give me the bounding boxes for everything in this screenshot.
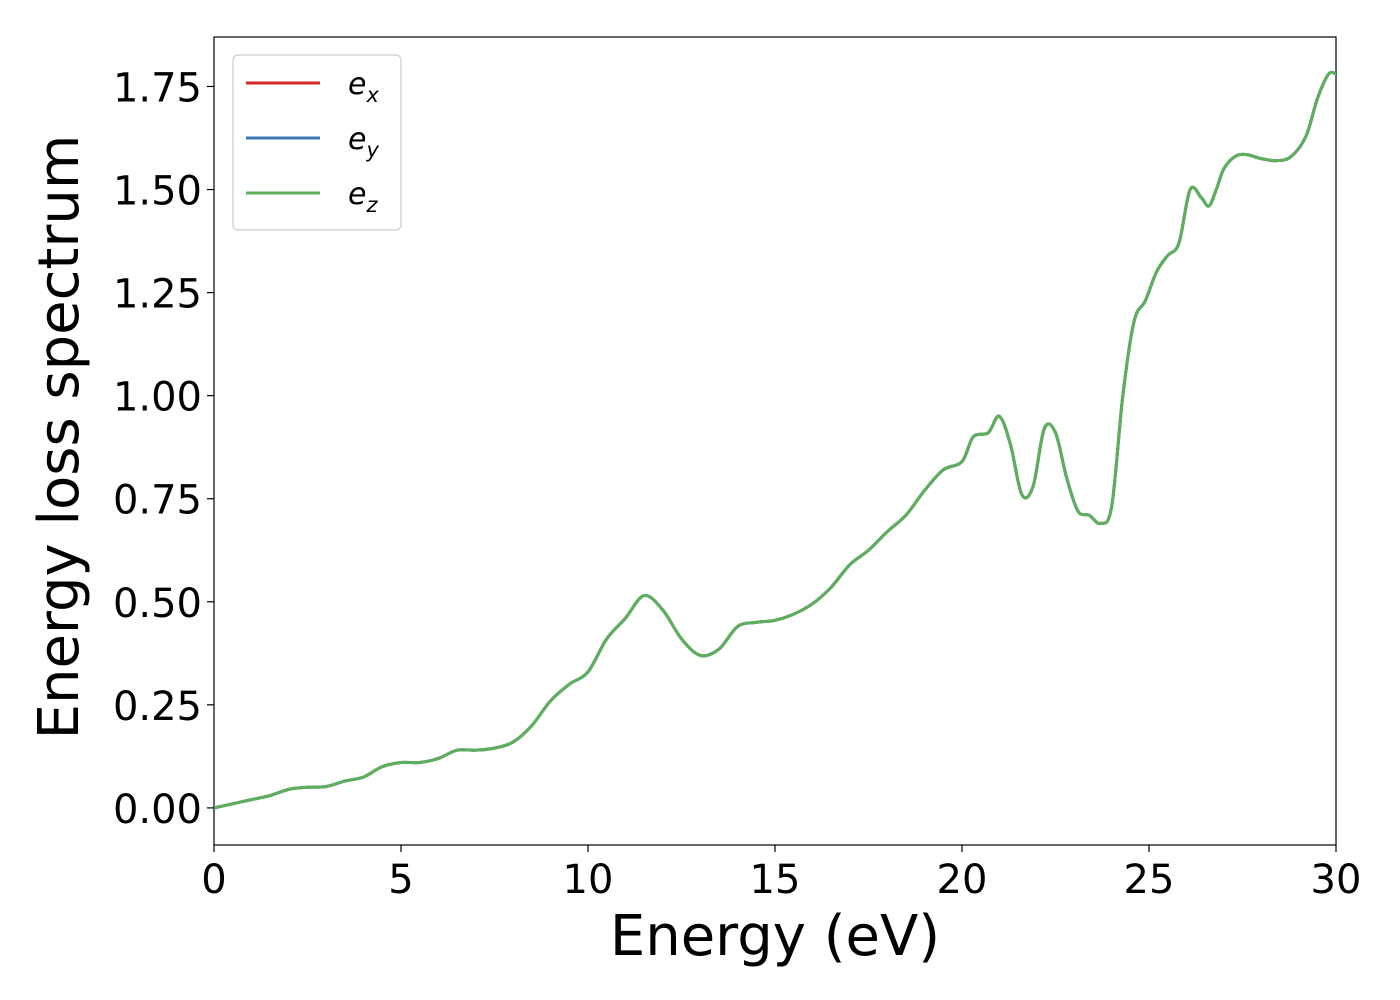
x-tick-label: 5 [388, 857, 413, 903]
x-axis: 0 5 10 15 20 25 30 [201, 845, 1361, 903]
x-tick-label: 25 [1124, 857, 1175, 903]
legend: ex ey ez [232, 54, 402, 231]
y-tick-label: 0.50 [113, 581, 202, 627]
x-tick-label: 15 [750, 857, 801, 903]
y-tick-label: 1.50 [113, 169, 202, 215]
legend-label-x: ex [348, 67, 379, 107]
x-tick-label: 30 [1311, 857, 1362, 903]
x-tick-label: 10 [563, 857, 614, 903]
y-axis: 0.00 0.25 0.50 0.75 1.00 1.25 1.50 1.75 [113, 65, 214, 833]
y-tick-label: 0.00 [113, 787, 202, 833]
x-tick-label: 20 [937, 857, 988, 903]
y-tick-label: 1.75 [113, 65, 202, 111]
x-axis-label: Energy (eV) [610, 904, 940, 969]
legend-label-z: ez [348, 177, 378, 217]
y-tick-label: 0.25 [113, 684, 202, 730]
legend-box [232, 54, 402, 231]
series-layer [214, 70, 1336, 810]
y-tick-label: 1.00 [113, 375, 202, 421]
legend-label-y: ey [348, 122, 379, 162]
y-tick-label: 0.75 [113, 478, 202, 524]
y-tick-label: 1.25 [113, 272, 202, 318]
series-line-z [214, 70, 1336, 810]
x-tick-label: 0 [201, 857, 226, 903]
y-axis-label: Energy loss spectrum [27, 135, 92, 740]
